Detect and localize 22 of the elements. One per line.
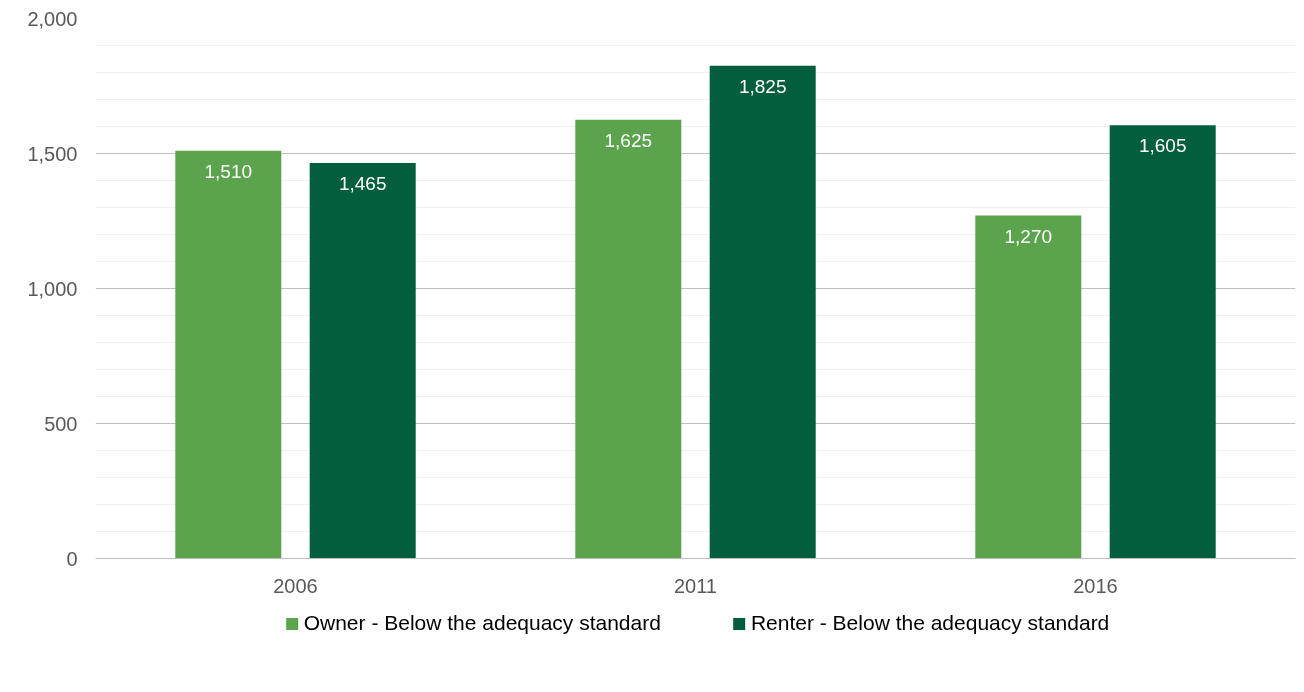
data-label: 1,625 — [604, 129, 653, 151]
y-tick-label: 0 — [66, 547, 78, 570]
legend-label: Renter - Below the adequacy standard — [750, 611, 1110, 635]
bar — [975, 215, 1082, 559]
bar — [709, 65, 816, 559]
data-label: 1,465 — [338, 172, 387, 194]
bar — [1109, 125, 1216, 559]
y-tick-label: 1,500 — [27, 142, 78, 165]
legend-label: Owner - Below the adequacy standard — [303, 611, 661, 635]
data-label: 1,270 — [1004, 225, 1053, 247]
data-label: 1,510 — [204, 160, 253, 182]
data-label: 1,825 — [738, 75, 787, 97]
bar — [575, 119, 682, 559]
y-tick-label: 500 — [44, 412, 78, 435]
y-tick-label: 1,000 — [27, 277, 78, 300]
bar — [309, 162, 416, 559]
bar — [175, 150, 282, 559]
x-tick-label: 2006 — [273, 574, 318, 597]
x-tick-label: 2016 — [1073, 574, 1118, 597]
y-tick-label: 2,000 — [27, 7, 78, 30]
x-tick-label: 2011 — [674, 574, 718, 597]
data-label: 1,605 — [1138, 135, 1187, 157]
